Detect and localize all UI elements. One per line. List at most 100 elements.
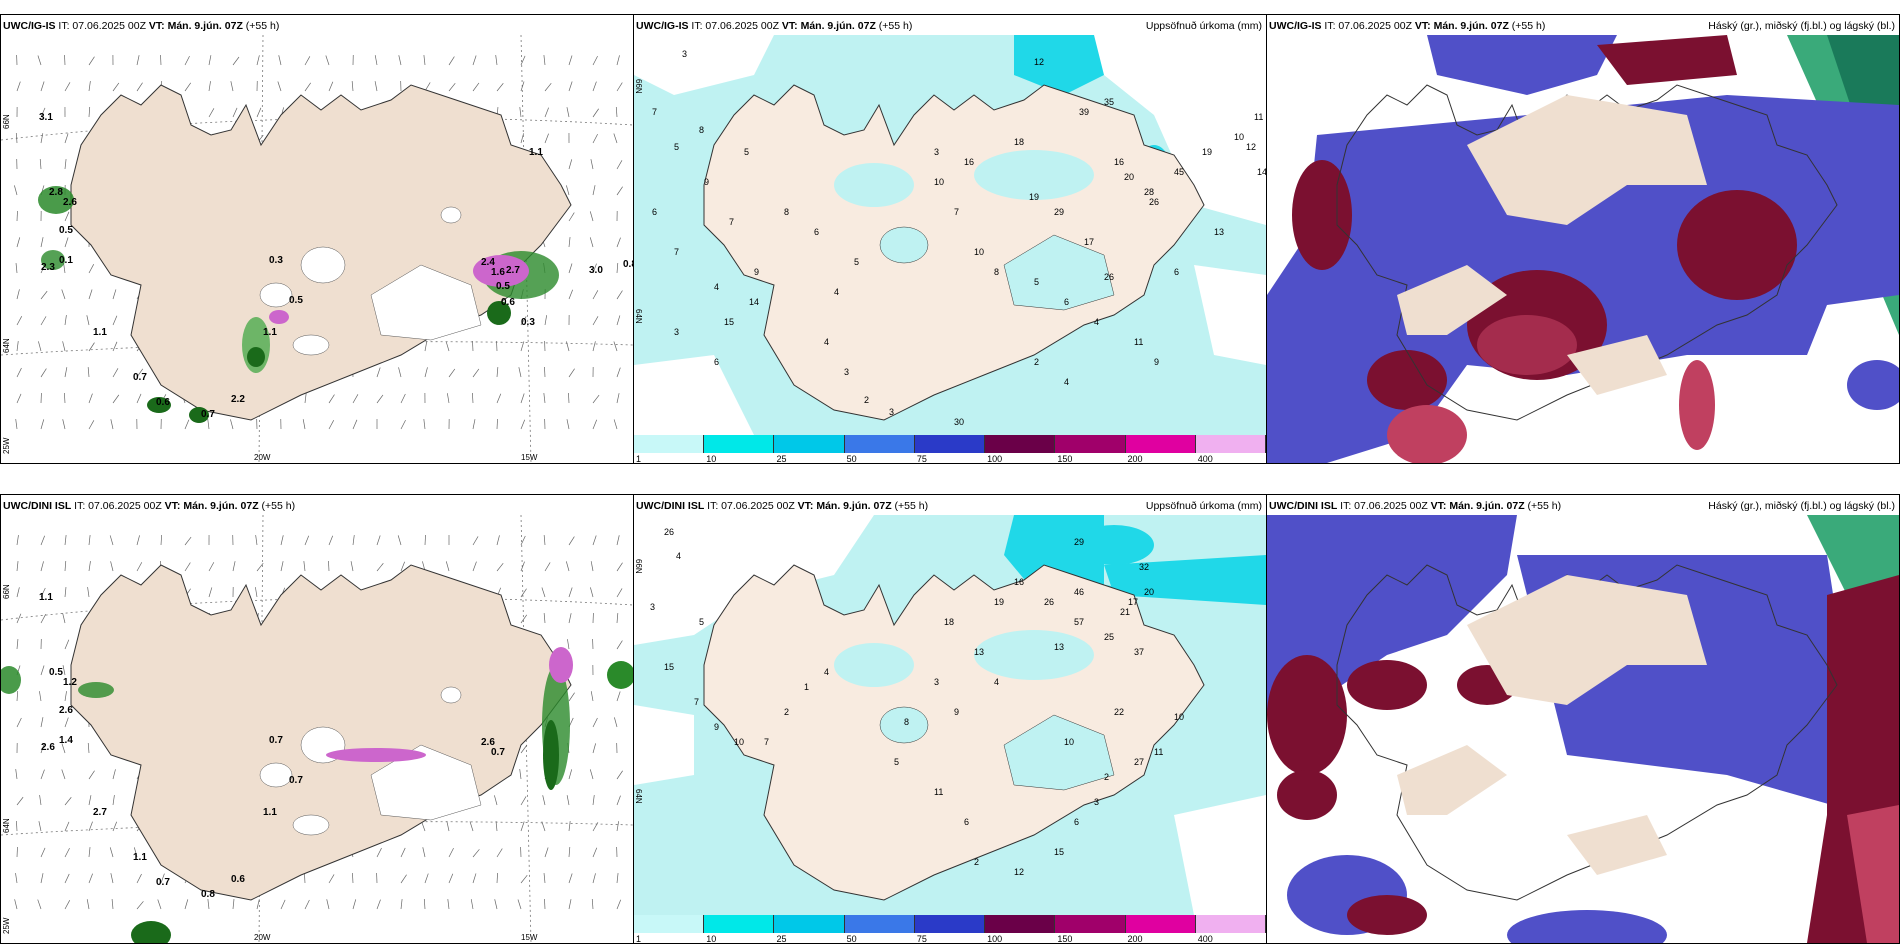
precip-value-label: 9 [954, 707, 959, 717]
panel-title: Háský (gr.), miðský (fj.bl.) og lágský (… [1708, 500, 1895, 512]
lat-label-64: 64N [634, 309, 643, 324]
wind-barb [112, 368, 119, 378]
wind-barb [208, 562, 215, 572]
cloud-panel-bottom: UWC/DINI ISL IT: 07.06.2025 00Z VT: Mán.… [1266, 494, 1900, 944]
wind-barb [544, 366, 546, 378]
precip-value-label: 3 [682, 49, 687, 59]
wind-barb [616, 393, 620, 404]
wind-barb [208, 587, 213, 598]
precip-value-label: 6 [1174, 267, 1179, 277]
wind-barb [14, 899, 18, 910]
wind-barb [472, 561, 477, 572]
colorbar-tick: 1 [636, 934, 642, 944]
wind-barb [566, 795, 570, 806]
wind-barb [568, 613, 572, 624]
wind-barb [496, 367, 499, 378]
precip-value-label: 13 [974, 647, 984, 657]
wind-barb [590, 561, 594, 572]
wind-barb [400, 874, 407, 884]
wind-barb [277, 81, 282, 92]
wind-barb [541, 821, 546, 832]
wind-barb [64, 159, 67, 170]
map-canvas: 3.1 2.82.6 0.5 2.3 0.1 1.1 0.7 0.6 0.7 2.2 1.1 0.3 0… [1, 35, 633, 463]
wind-barb [520, 81, 525, 92]
model-label: UWC/IG-IS [3, 20, 56, 32]
precip-value-label: 39 [1079, 107, 1089, 117]
wind-barb [88, 393, 93, 404]
wind-barb [447, 393, 450, 404]
wind-barb [518, 367, 522, 378]
colorbar-swatch [704, 435, 775, 453]
precip-value-label: 10 [974, 247, 984, 257]
wind-barb [592, 717, 598, 728]
wind-value-label: 1.1 [529, 147, 543, 158]
wind-barb [472, 392, 474, 404]
wind-barb [616, 82, 623, 92]
wind-barb [496, 418, 498, 430]
wind-barb [424, 341, 428, 352]
wind-gust-areas [1, 647, 633, 943]
wind-barb [278, 55, 282, 66]
wind-value-label: 0.6 [501, 297, 515, 308]
wind-values: 3.1 2.82.6 0.5 2.3 0.1 1.1 0.7 0.6 0.7 2.2 1.1 0.3 0… [39, 112, 633, 420]
wind-value-label: 0.8 [623, 259, 633, 270]
precip-value-label: 3 [934, 147, 939, 157]
wind-barb [568, 692, 575, 702]
precip-value-label: 15 [724, 317, 734, 327]
model-label: UWC/DINI ISL [636, 500, 705, 512]
wind-barb [16, 691, 19, 702]
wind-barb [109, 847, 114, 858]
wind-barb [494, 795, 498, 806]
precip-value-label: 1 [804, 682, 809, 692]
wind-barb [63, 263, 66, 274]
wind-barb [328, 535, 334, 546]
wind-barb [40, 847, 46, 858]
wind-barb [15, 263, 18, 274]
wind-barb [520, 341, 525, 352]
wind-barb [472, 368, 480, 378]
wind-value-label: 2.7 [93, 807, 107, 818]
precip-value-label: 17 [1128, 597, 1138, 607]
wind-value-label: 0.7 [289, 775, 303, 786]
wind-barb [40, 614, 47, 624]
wind-barb [590, 691, 594, 702]
precip-value-label: 4 [824, 667, 829, 677]
wind-barb [112, 394, 120, 404]
panel-title: Uppsöfnuð úrkoma (mm) [1145, 20, 1262, 32]
precip-value-label: 6 [964, 817, 969, 827]
wind-barb [280, 535, 284, 546]
wind-barb [328, 874, 335, 884]
precip-value-label: 6 [1064, 297, 1069, 307]
valid-time: VT: Mán. 9.jún. 07Z [781, 20, 876, 32]
wind-barb [184, 899, 189, 910]
panel-header: UWC/IG-IS IT: 07.06.2025 00Z VT: Mán. 9.… [636, 17, 1262, 35]
wind-barb [16, 393, 22, 404]
wind-barb [520, 316, 527, 326]
precip-value-label: 27 [1134, 757, 1144, 767]
wind-value-label: 0.5 [289, 295, 303, 306]
wind-barb [232, 107, 238, 118]
precip-value-label: 4 [1064, 377, 1069, 387]
wind-barb [352, 419, 358, 430]
colorbar-tick: 25 [776, 454, 787, 464]
lead-time: (+55 h) [878, 20, 913, 32]
wind-barb [568, 81, 573, 92]
wind-barb [256, 899, 260, 910]
wind-value-label: 0.8 [201, 889, 215, 900]
wind-barb [496, 393, 502, 404]
wind-barb [472, 849, 480, 858]
precip-value-label: 19 [994, 597, 1004, 607]
wind-barb [519, 769, 522, 780]
precip-value-label: 18 [1014, 137, 1024, 147]
precip-value-label: 3 [889, 407, 894, 417]
wind-barb [400, 847, 406, 858]
colorbar-tick: 150 [1057, 454, 1073, 464]
wind-barb [352, 899, 357, 910]
wind-barb [16, 341, 19, 352]
wind-barb [16, 639, 19, 650]
precip-value-label: 8 [994, 267, 999, 277]
lat-label-66: 66N [634, 79, 643, 94]
wind-barb [448, 82, 456, 92]
wind-barb [496, 535, 500, 546]
wind-value-label: 1.1 [39, 592, 53, 603]
